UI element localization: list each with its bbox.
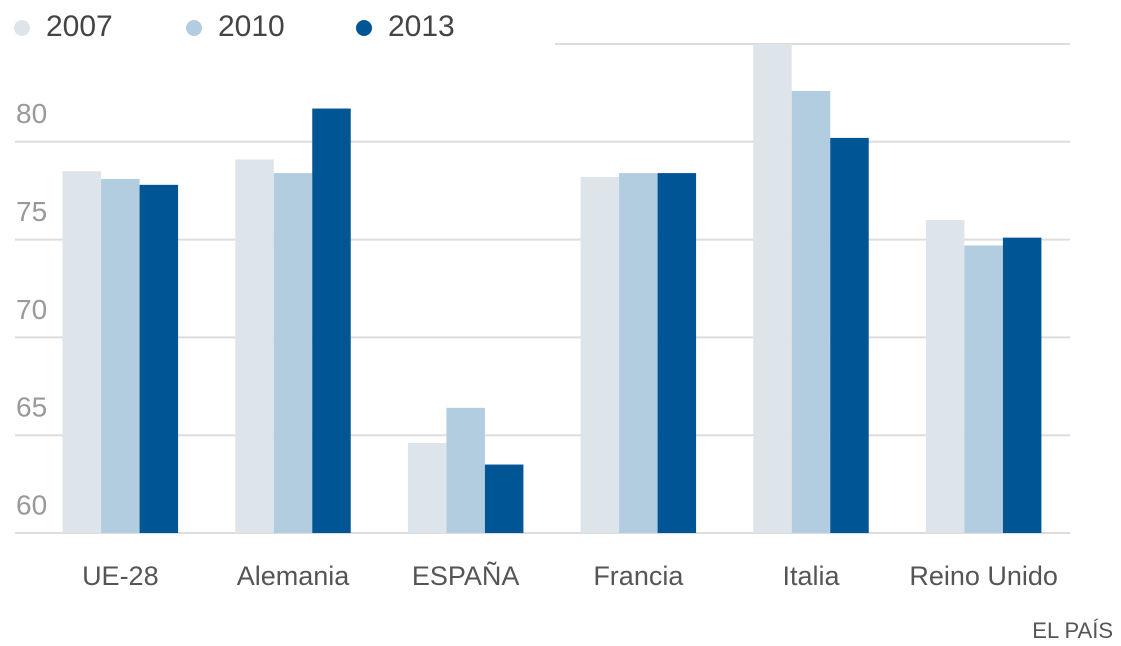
bar: [1002, 237, 1042, 534]
x-tick-label: UE-28: [82, 561, 159, 591]
bar: [312, 108, 351, 533]
bar: [657, 173, 697, 533]
bar: [62, 171, 102, 533]
y-tick-label: 80: [16, 98, 47, 129]
y-tick-label: 60: [16, 489, 47, 520]
legend-label: 2013: [388, 10, 455, 43]
bar: [925, 220, 965, 534]
legend-label: 2010: [218, 10, 285, 43]
bar: [791, 90, 831, 533]
legend-label: 2007: [46, 10, 113, 43]
legend-marker: [186, 20, 202, 36]
x-tick-label: Francia: [593, 561, 684, 591]
x-tick-label: Italia: [782, 561, 840, 591]
bar: [580, 177, 620, 533]
bar: [273, 173, 313, 533]
source: EL PAÍS: [1032, 618, 1113, 643]
bar: [964, 245, 1003, 533]
x-tick-label: ESPAÑA: [412, 560, 520, 591]
y-tick-label: 70: [16, 294, 47, 325]
x-tick-label: Reino Unido: [909, 561, 1058, 591]
y-tick-label: 75: [16, 196, 47, 227]
bar: [101, 178, 140, 534]
bar: [139, 184, 179, 533]
x-tick-label: Alemania: [237, 561, 351, 591]
legend-marker: [14, 20, 30, 36]
bar: [830, 137, 869, 533]
bar: [484, 464, 524, 533]
y-tick-label: 65: [16, 392, 47, 423]
legend-marker: [356, 20, 372, 36]
bar: [753, 44, 792, 533]
bar: [235, 159, 274, 534]
bar: [446, 407, 485, 533]
bar: [407, 443, 447, 533]
bar: [619, 173, 658, 533]
